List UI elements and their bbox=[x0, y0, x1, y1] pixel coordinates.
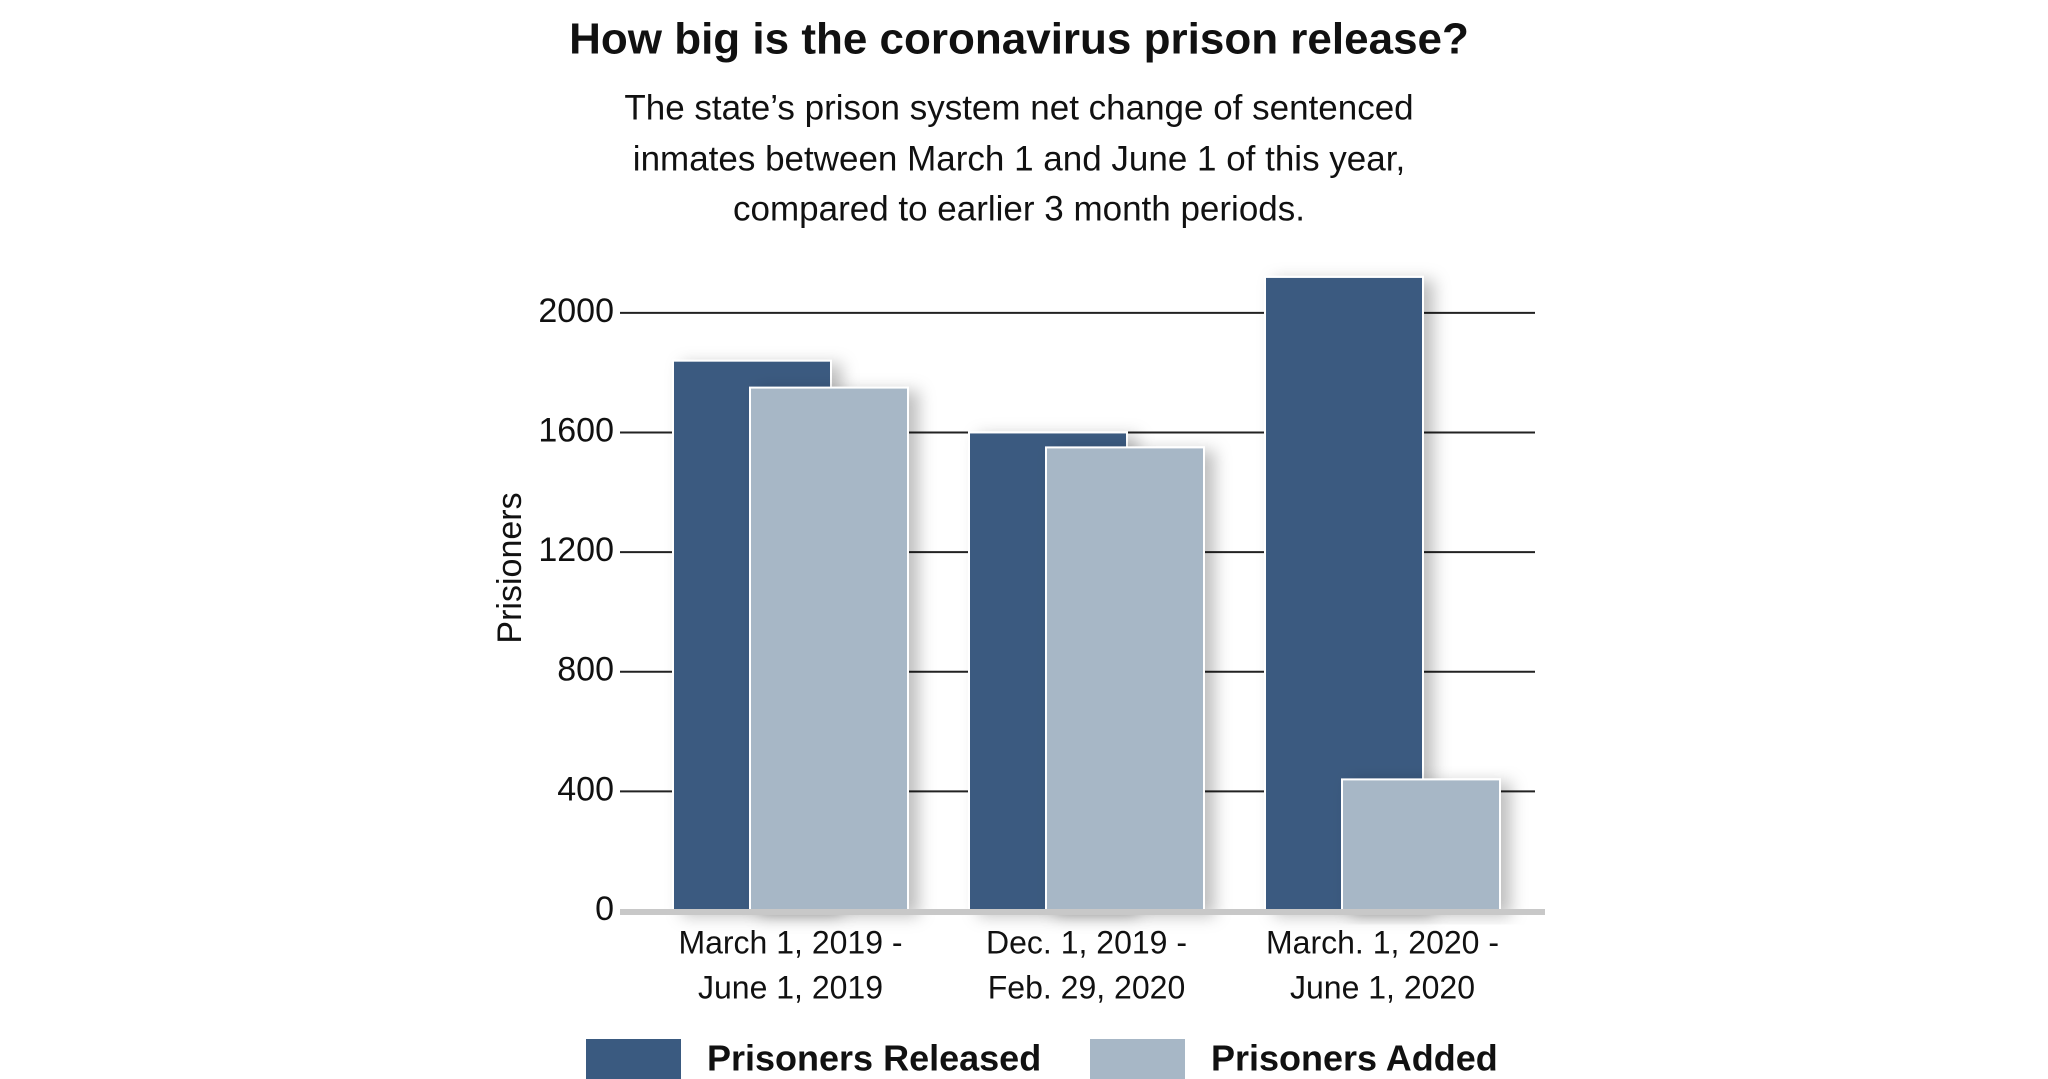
legend-swatch bbox=[1090, 1039, 1185, 1079]
x-tick-label: March. 1, 2020 - bbox=[1266, 924, 1499, 960]
y-axis-label: Prisioners bbox=[491, 492, 529, 643]
x-tick-label: Dec. 1, 2019 - bbox=[986, 924, 1187, 960]
y-tick-label: 1600 bbox=[538, 411, 614, 449]
chart-subtitle: compared to earlier 3 month periods. bbox=[733, 189, 1305, 228]
y-tick-label: 1200 bbox=[538, 531, 614, 569]
x-tick-label: Feb. 29, 2020 bbox=[988, 969, 1185, 1005]
legend-swatch bbox=[586, 1039, 681, 1079]
y-tick-label: 0 bbox=[595, 890, 614, 928]
chart-subtitle: The state’s prison system net change of … bbox=[624, 88, 1413, 127]
chart-subtitle: inmates between March 1 and June 1 of th… bbox=[633, 139, 1405, 178]
bar bbox=[749, 386, 909, 913]
bar bbox=[1045, 446, 1205, 912]
legend-label: Prisoners Released bbox=[707, 1038, 1041, 1079]
x-tick-label: June 1, 2019 bbox=[698, 969, 883, 1005]
x-tick-label: June 1, 2020 bbox=[1290, 969, 1475, 1005]
y-tick-label: 2000 bbox=[538, 292, 614, 330]
y-tick-label: 400 bbox=[557, 770, 614, 808]
chart-title: How big is the coronavirus prison releas… bbox=[569, 15, 1469, 64]
legend-label: Prisoners Added bbox=[1211, 1038, 1498, 1079]
x-tick-label: March 1, 2019 - bbox=[678, 924, 902, 960]
bar bbox=[1341, 778, 1501, 913]
y-tick-label: 800 bbox=[557, 651, 614, 689]
